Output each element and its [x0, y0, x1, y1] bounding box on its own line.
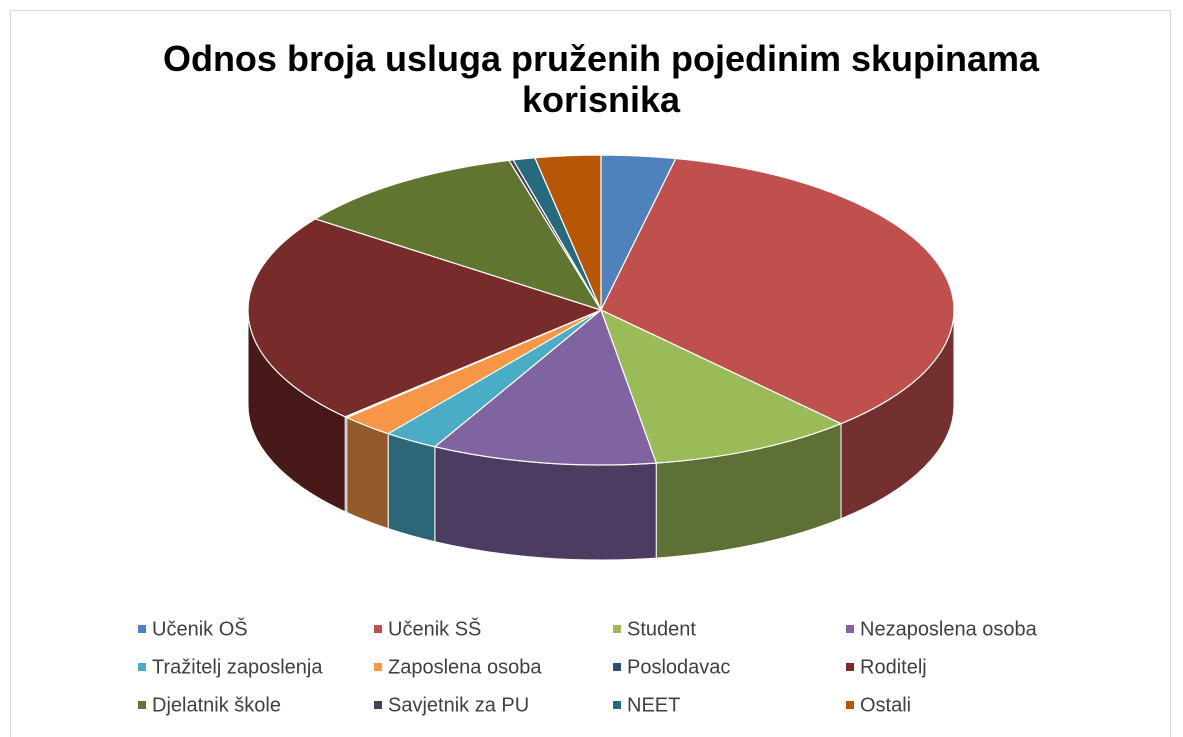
legend-swatch: [138, 625, 146, 633]
legend-label: Tražitelj zaposlenja: [152, 656, 323, 678]
slice: [434, 309, 657, 466]
legend-swatch: [613, 701, 621, 709]
legend-swatch: [846, 701, 854, 709]
legend-label: Zaposlena osoba: [388, 656, 542, 678]
legend-label: Poslodavac: [627, 656, 730, 678]
legend-label: Učenik SŠ: [388, 617, 481, 640]
legend-swatch: [846, 625, 854, 633]
legend-swatch: [138, 663, 146, 671]
legend-swatch: [138, 701, 146, 709]
slice-side: [346, 416, 389, 530]
legend-label: Student: [627, 618, 696, 640]
slice: [247, 218, 602, 418]
slice: [534, 154, 602, 311]
legend-label: Savjetnik za PU: [388, 694, 529, 716]
legend-label: Roditelj: [860, 656, 927, 678]
legend-swatch: [613, 625, 621, 633]
legend-swatch: [374, 625, 382, 633]
legend-label: Djelatnik škole: [152, 694, 281, 716]
slice: [600, 309, 842, 464]
legend-label: NEET: [627, 694, 680, 716]
slice-side: [387, 432, 436, 543]
legend-swatch: [374, 663, 382, 671]
legend-swatch: [374, 701, 382, 709]
slice: [600, 157, 955, 425]
slice: [314, 159, 602, 311]
legend-label: Učenik OŠ: [152, 617, 248, 640]
legend-label: Nezaposlena osoba: [860, 618, 1038, 640]
legend-label: Ostali: [860, 694, 911, 716]
legend-swatch: [846, 663, 854, 671]
chart-title: Odnos broja usluga pruženih pojedinim sk…: [162, 38, 1040, 120]
legend-swatch: [613, 663, 621, 671]
chart-frame: [10, 10, 1171, 737]
